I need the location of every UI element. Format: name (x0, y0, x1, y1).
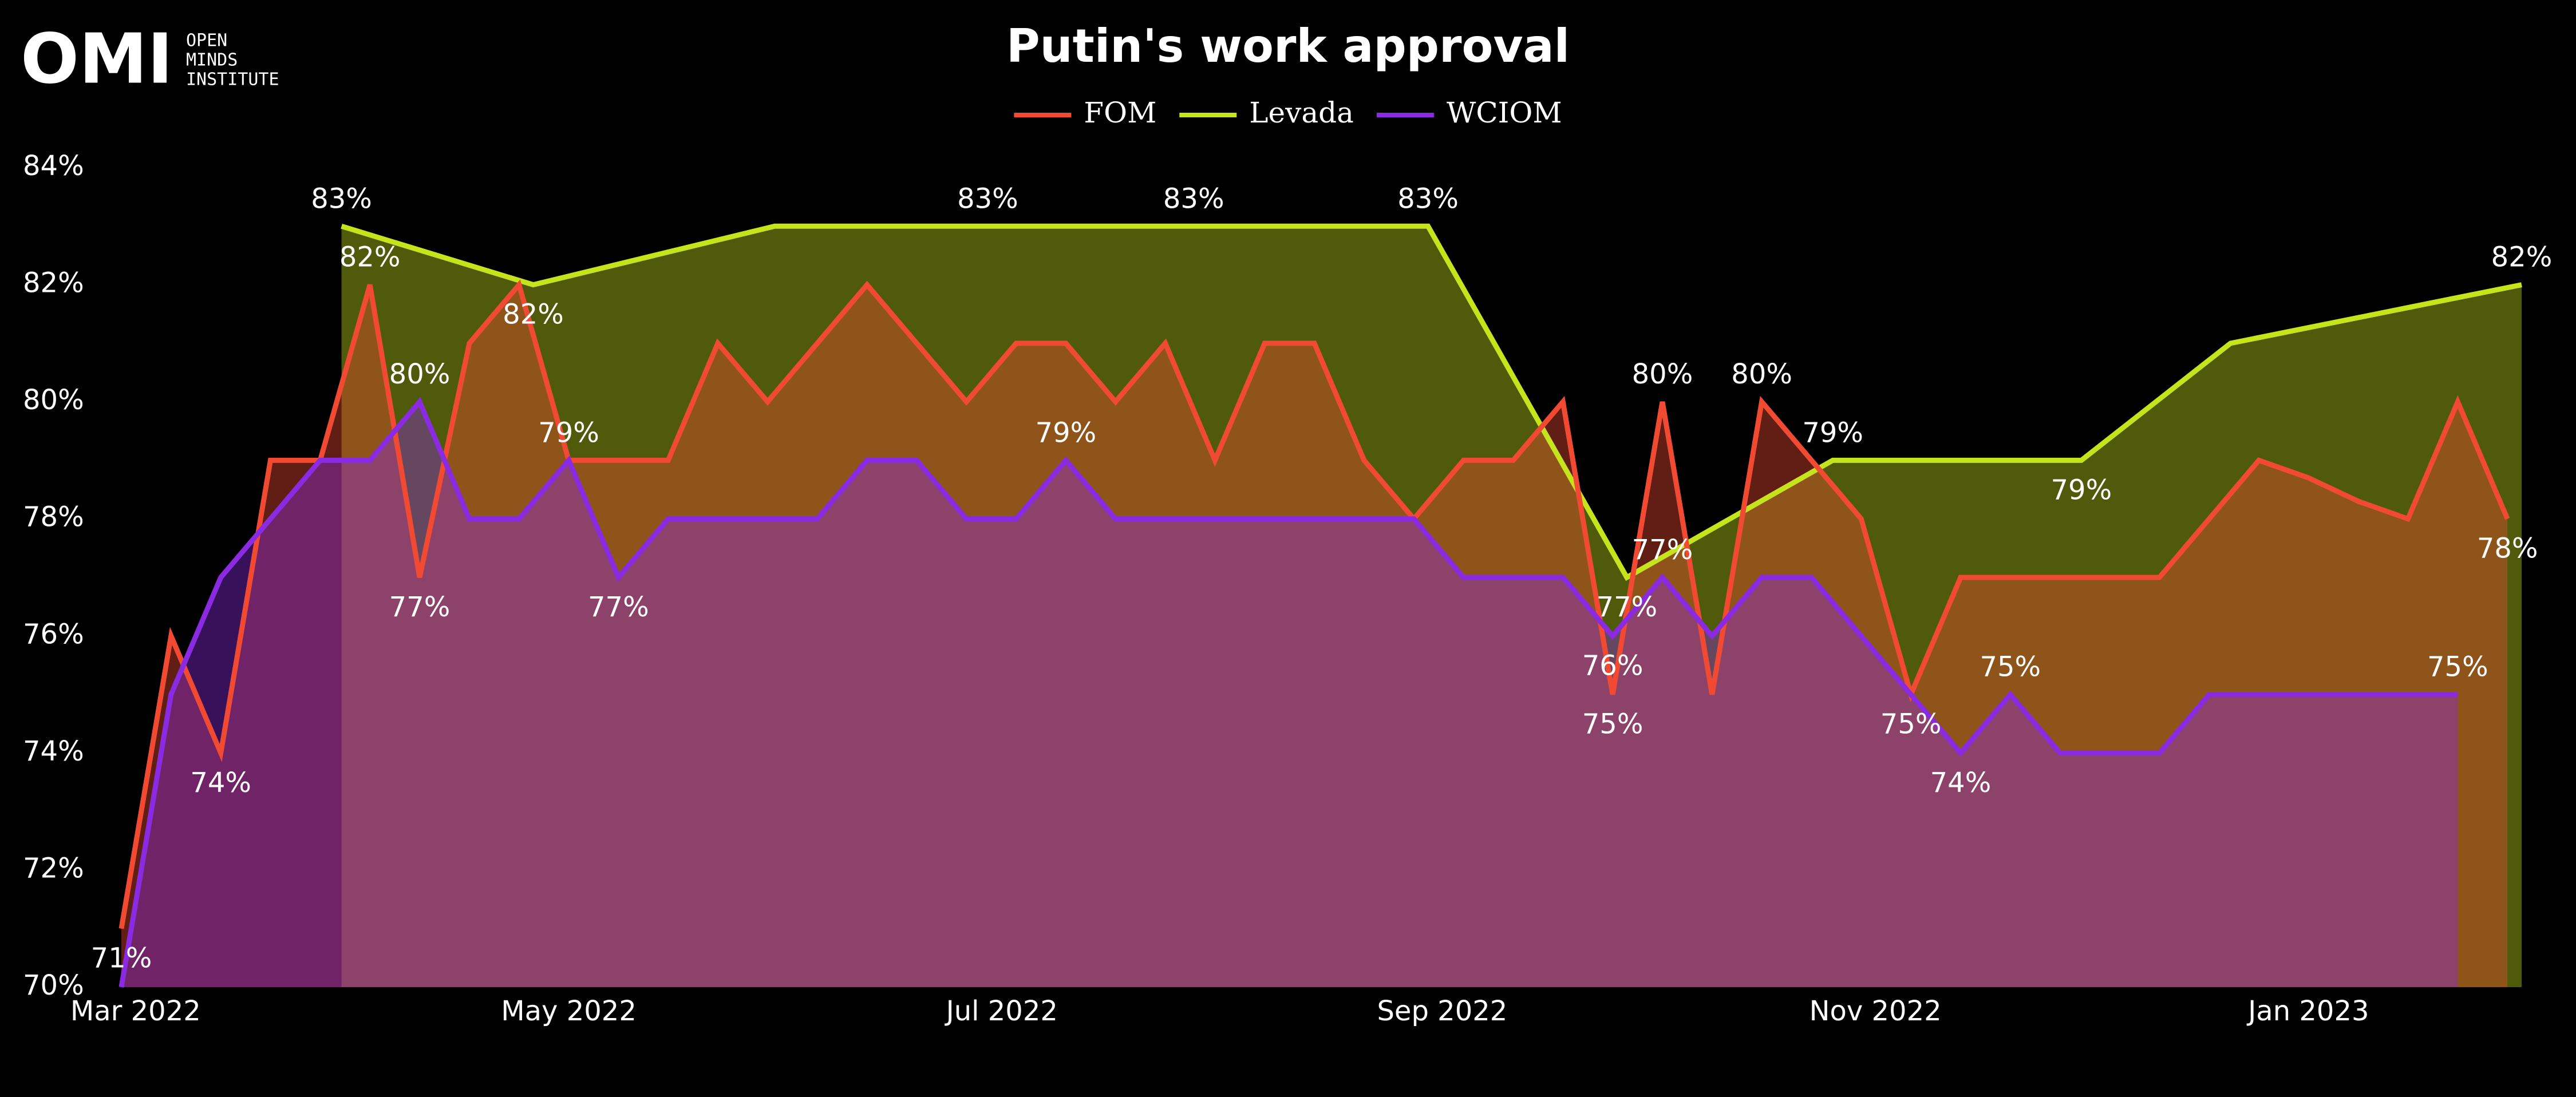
data-label: 75% (1880, 708, 1942, 740)
line (118, 279, 2510, 929)
areas (121, 226, 2522, 988)
logo-mark: OMI (21, 20, 173, 100)
chart-title: Putin's work approval (1006, 19, 1570, 73)
x-tick-label: Sep 2022 (1377, 995, 1507, 1027)
data-label: 77% (1597, 591, 1658, 623)
data-label: 74% (1930, 767, 1992, 799)
data-label: 80% (389, 358, 451, 390)
data-labels: 83% 82% 83% 83% 83% 77% 79% 79% 82% 71% 74% 82% 77% 7… (91, 183, 2553, 974)
logo-text: MINDS (186, 50, 238, 70)
data-label: 80% (1632, 358, 1693, 390)
logo-text: OPEN (186, 31, 227, 51)
data-label: 83% (1397, 183, 1459, 215)
data-label: 79% (538, 417, 599, 449)
area (121, 402, 2458, 987)
x-tick-label: May 2022 (501, 995, 637, 1027)
data-label: 79% (1802, 417, 1863, 449)
data-label: 83% (957, 183, 1018, 215)
data-label: 79% (2051, 474, 2112, 506)
y-tick-label: 74% (23, 735, 84, 767)
y-tick-label: 80% (23, 384, 84, 416)
legend-label: FOM (1084, 96, 1156, 129)
data-label: 75% (2427, 651, 2488, 683)
area (121, 284, 2508, 988)
data-label: 76% (1582, 650, 1643, 682)
line (118, 397, 2458, 988)
legend-label: Levada (1249, 96, 1354, 129)
area (341, 226, 2522, 987)
data-label: 79% (1036, 417, 1097, 449)
data-label: 75% (1980, 651, 2041, 683)
x-tick-label: Nov 2022 (1809, 995, 1942, 1027)
data-label: 82% (339, 241, 401, 274)
data-label: 77% (588, 591, 649, 623)
data-label: 80% (1731, 358, 1792, 390)
x-tick-label: Mar 2022 (70, 995, 201, 1027)
x-tick-label: Jul 2022 (945, 995, 1058, 1027)
y-tick-label: 70% (23, 969, 84, 1001)
data-label: 74% (190, 767, 251, 799)
data-label: 78% (2477, 533, 2538, 565)
legend: FOM Levada WCIOM (1014, 96, 1562, 129)
lines (118, 223, 2522, 988)
y-tick-label: 72% (23, 852, 84, 884)
y-tick-label: 82% (23, 267, 84, 299)
x-tick-label: Jan 2023 (2246, 995, 2369, 1027)
data-label: 83% (311, 183, 372, 215)
data-label: 75% (1582, 708, 1643, 740)
data-label: 77% (1632, 534, 1693, 566)
line (341, 223, 2522, 581)
y-tick-label: 84% (23, 150, 84, 182)
legend-label: WCIOM (1447, 96, 1562, 129)
data-label: 83% (1163, 183, 1224, 215)
data-label: 77% (389, 591, 451, 623)
data-label: 82% (2491, 241, 2553, 274)
data-label: 71% (91, 942, 152, 975)
data-label: 82% (503, 299, 564, 331)
y-tick-label: 78% (23, 501, 84, 533)
logo-text: INSTITUTE (186, 70, 279, 90)
y-tick-label: 76% (23, 618, 84, 650)
